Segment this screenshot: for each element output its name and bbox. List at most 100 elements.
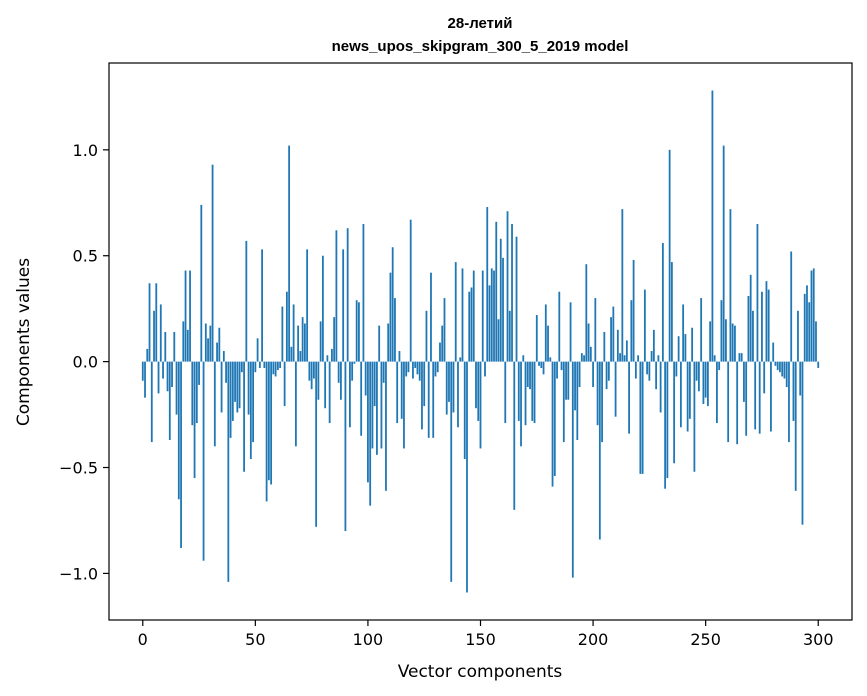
bar [650,351,653,362]
bar [790,251,793,362]
bar [148,283,151,362]
bar [808,302,811,362]
bar [553,361,556,476]
bar [700,298,703,362]
bar [628,361,630,434]
bar [252,361,254,443]
bar [220,361,223,413]
x-tick-label: 100 [353,630,384,649]
bar [540,361,543,368]
bar [412,361,414,379]
bar [247,361,250,415]
bar [526,361,529,388]
bar [466,361,468,593]
bar [270,361,273,485]
bar [263,361,266,368]
bar [333,317,336,362]
bar [704,361,707,398]
bar [403,361,405,449]
bar [378,325,381,362]
bar [193,361,196,479]
bar [398,351,401,362]
bar [614,361,617,417]
bar [294,361,297,447]
bar [380,361,383,449]
bar [556,361,558,379]
x-tick-label: 150 [465,630,496,649]
bar [670,262,673,362]
bar [344,361,347,532]
bar [659,361,662,413]
bar [767,289,770,362]
bar [337,361,340,383]
bar [616,329,619,362]
bar [632,259,635,362]
bar [709,321,712,362]
bar [542,361,545,375]
bar [776,361,779,371]
bar [434,361,437,377]
bar [276,361,279,371]
bar [245,240,248,362]
bar [335,230,338,362]
bar [583,355,585,362]
bar [538,361,540,366]
bar [499,238,502,362]
bar [520,361,522,447]
x-tick-label: 50 [245,630,265,649]
bar [698,361,700,392]
bar [283,361,286,407]
bar [652,329,655,362]
x-axis-label: Vector components [398,662,563,682]
bar [303,323,306,362]
bar [657,355,660,362]
bar [371,361,374,449]
bar [186,329,189,362]
bar [373,361,376,407]
bar [815,321,817,362]
bar [423,361,426,407]
bar [207,338,209,362]
bar [171,361,173,388]
bar [576,361,579,440]
bar [407,361,410,373]
y-axis-label: Components values [14,258,34,426]
bar [664,361,667,489]
bar [623,355,626,362]
bar [707,361,709,407]
bar [549,357,552,362]
bar [155,283,158,362]
bar [265,361,268,502]
bar [661,243,664,362]
bar [587,323,590,362]
bar [806,285,808,362]
bar [634,361,637,379]
bar [209,325,212,362]
bar [716,361,718,424]
bar [504,361,507,424]
bar [484,361,486,377]
bar [243,361,245,472]
bar [490,268,493,362]
bar [637,355,640,362]
bar [200,204,203,362]
bar [475,361,477,409]
bar [734,325,736,362]
bar [189,270,191,362]
bar [502,257,504,362]
bar [772,342,775,362]
bar [770,361,772,432]
bar [472,270,475,362]
bar [711,90,714,362]
bar [596,361,599,426]
bar [468,291,471,362]
chart-title-line2: news_upos_skipgram_300_5_2019 model [332,38,629,55]
bar [159,304,162,362]
bar [679,361,682,428]
bar [342,249,345,362]
bar [461,268,464,362]
bar [803,293,806,362]
bar [740,353,743,362]
